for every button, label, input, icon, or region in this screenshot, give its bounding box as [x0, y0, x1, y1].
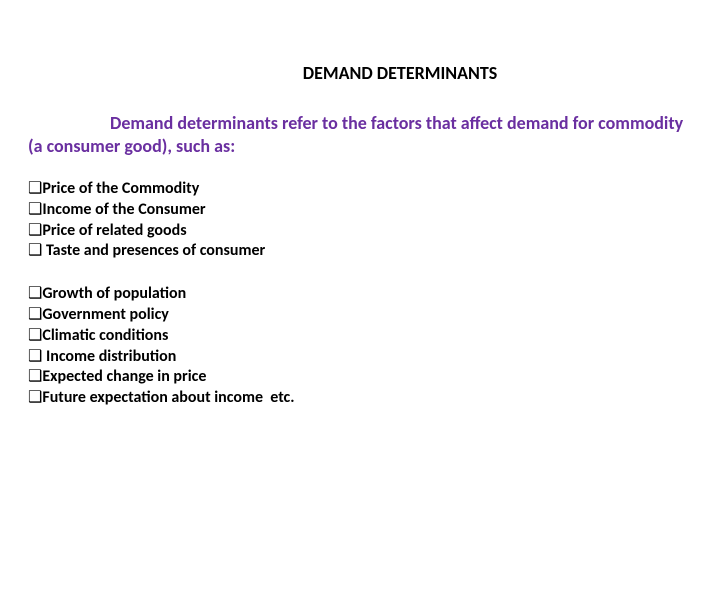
list-item-label: Government policy [42, 305, 169, 324]
list-item-label: Price of the Commodity [42, 179, 199, 198]
list-item: ❑Growth of population [28, 284, 720, 305]
checkbox-bullet-icon: ❑ [28, 326, 42, 347]
list-item: ❑ Taste and presences of consumer [28, 241, 720, 262]
list-item-label: Future expectation about income etc. [42, 388, 294, 407]
checkbox-bullet-icon: ❑ [28, 388, 42, 409]
checkbox-bullet-icon: ❑ [28, 347, 42, 368]
list-item-label: Climatic conditions [42, 326, 168, 345]
checkbox-bullet-icon: ❑ [28, 284, 42, 305]
list-group-1: ❑Price of the Commodity❑Income of the Co… [0, 179, 720, 262]
checkbox-bullet-icon: ❑ [28, 179, 42, 200]
list-item: ❑Price of related goods [28, 221, 720, 242]
list-item: ❑Future expectation about income etc. [28, 388, 720, 409]
list-group-2: ❑Growth of population❑Government policy❑… [0, 284, 720, 409]
list-item-label: Expected change in price [42, 367, 206, 386]
checkbox-bullet-icon: ❑ [28, 221, 42, 242]
list-item-label: Growth of population [42, 284, 186, 303]
list-item-label: Taste and presences of consumer [42, 241, 265, 260]
list-item: ❑Government policy [28, 305, 720, 326]
list-item-label: Price of related goods [42, 221, 186, 240]
checkbox-bullet-icon: ❑ [28, 241, 42, 262]
checkbox-bullet-icon: ❑ [28, 305, 42, 326]
list-item: ❑Climatic conditions [28, 326, 720, 347]
list-item-label: Income of the Consumer [42, 200, 205, 219]
intro-paragraph: Demand determinants refer to the factors… [0, 112, 720, 157]
slide: DEMAND DETERMINANTS Demand determinants … [0, 62, 720, 602]
list-item: ❑ Income distribution [28, 347, 720, 368]
intro-text: Demand determinants refer to the factors… [28, 112, 683, 157]
list-item: ❑Income of the Consumer [28, 200, 720, 221]
checkbox-bullet-icon: ❑ [28, 367, 42, 388]
page-title: DEMAND DETERMINANTS [0, 62, 720, 84]
checkbox-bullet-icon: ❑ [28, 200, 42, 221]
list-item: ❑Price of the Commodity [28, 179, 720, 200]
list-item-label: Income distribution [42, 347, 176, 366]
list-item: ❑Expected change in price [28, 367, 720, 388]
